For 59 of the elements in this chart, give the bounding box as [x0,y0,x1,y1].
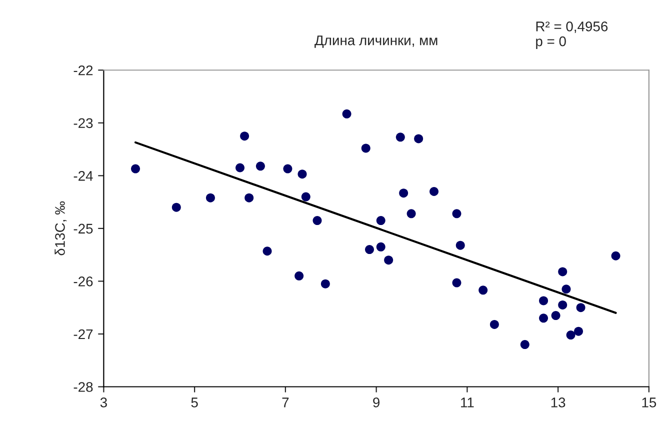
chart-title: Длина личинки, мм [314,36,438,48]
point [562,284,571,294]
point [558,267,568,276]
point [396,132,405,142]
point [298,170,307,179]
point [376,216,386,226]
point [342,109,352,118]
point [490,320,499,329]
point [456,240,465,250]
point [452,278,462,288]
point [478,286,488,295]
y-tick-label: -26 [74,276,93,286]
point [320,279,330,288]
y-tick-label: -24 [74,171,93,181]
point [576,303,586,312]
point [364,245,374,254]
x-tick-label: 15 [642,398,656,408]
point [399,188,408,198]
point [611,251,620,260]
y-tick-label: -25 [74,224,93,234]
point [236,163,245,172]
x-tick-label: 11 [461,398,474,408]
point [294,271,304,280]
point [312,216,322,226]
point [551,311,560,320]
point [430,186,439,196]
x-tick-label: 13 [551,398,566,408]
text: R² = 0,4956 [536,22,608,33]
point [539,314,548,323]
point [384,256,394,265]
point [283,164,292,174]
point [240,132,250,141]
point [414,134,424,144]
point [262,246,272,256]
y-tick-label: -23 [74,118,93,128]
point [301,192,310,202]
point [361,144,370,153]
y-axis-title: δ13C, ‰ [54,201,67,256]
y-tick-label: -27 [74,329,93,340]
point [172,202,181,212]
point [244,193,254,202]
point [452,209,462,218]
x-tick-label: 7 [282,398,289,408]
y-tick-label: -28 [74,382,93,392]
y-tick-label: -22 [74,65,93,76]
point [539,296,548,306]
x-tick-label: 3 [100,398,107,408]
point [558,300,568,310]
point [256,162,265,171]
point [566,330,576,340]
point [206,193,215,202]
point [520,340,530,350]
x-tick-label: 5 [191,398,198,408]
point [376,242,386,252]
point [574,326,584,336]
point [406,209,416,218]
x-tick-label: 9 [373,398,380,408]
text: p = 0 [536,36,566,49]
point [131,164,140,174]
